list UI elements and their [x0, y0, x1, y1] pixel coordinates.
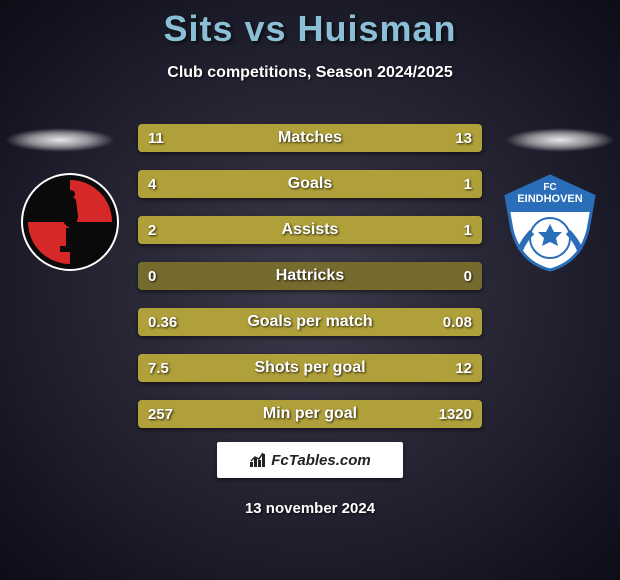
- watermark-text: FcTables.com: [271, 452, 370, 469]
- stat-bar-left: [138, 170, 413, 198]
- stat-row: Hattricks00: [138, 262, 482, 290]
- page-title: Sits vs Huisman: [0, 0, 620, 50]
- stat-bar-right: [367, 216, 482, 244]
- watermark: FcTables.com: [217, 442, 403, 478]
- stat-row: Goals41: [138, 170, 482, 198]
- svg-text:EINDHOVEN: EINDHOVEN: [517, 193, 582, 205]
- stat-bar-left: [138, 124, 296, 152]
- crest-left: [20, 172, 120, 272]
- stat-bar-left: [138, 400, 194, 428]
- stat-row: Shots per goal7.512: [138, 354, 482, 382]
- stat-row: Assists21: [138, 216, 482, 244]
- svg-text:FC: FC: [543, 182, 556, 193]
- stat-row: Min per goal2571320: [138, 400, 482, 428]
- stat-bar-right: [270, 354, 482, 382]
- stat-bar-left: [138, 354, 270, 382]
- page-subtitle: Club competitions, Season 2024/2025: [0, 64, 620, 82]
- stat-bar-right: [296, 124, 482, 152]
- stat-bars: Matches1113 Goals41 Assists21 Hattricks00 Go…: [138, 124, 482, 446]
- crest-right: EINDHOVEN FC: [500, 172, 600, 272]
- date-text: 13 november 2024: [0, 500, 620, 517]
- stat-bar-right: [413, 170, 482, 198]
- crest-shadow-left: [5, 128, 115, 152]
- stat-row: Goals per match0.360.08: [138, 308, 482, 336]
- stat-bar-right: [194, 400, 482, 428]
- crest-shadow-right: [505, 128, 615, 152]
- stat-bar-left: [138, 216, 367, 244]
- stat-bar-left: [138, 308, 419, 336]
- stat-row: Matches1113: [138, 124, 482, 152]
- stat-bar-right: [419, 308, 482, 336]
